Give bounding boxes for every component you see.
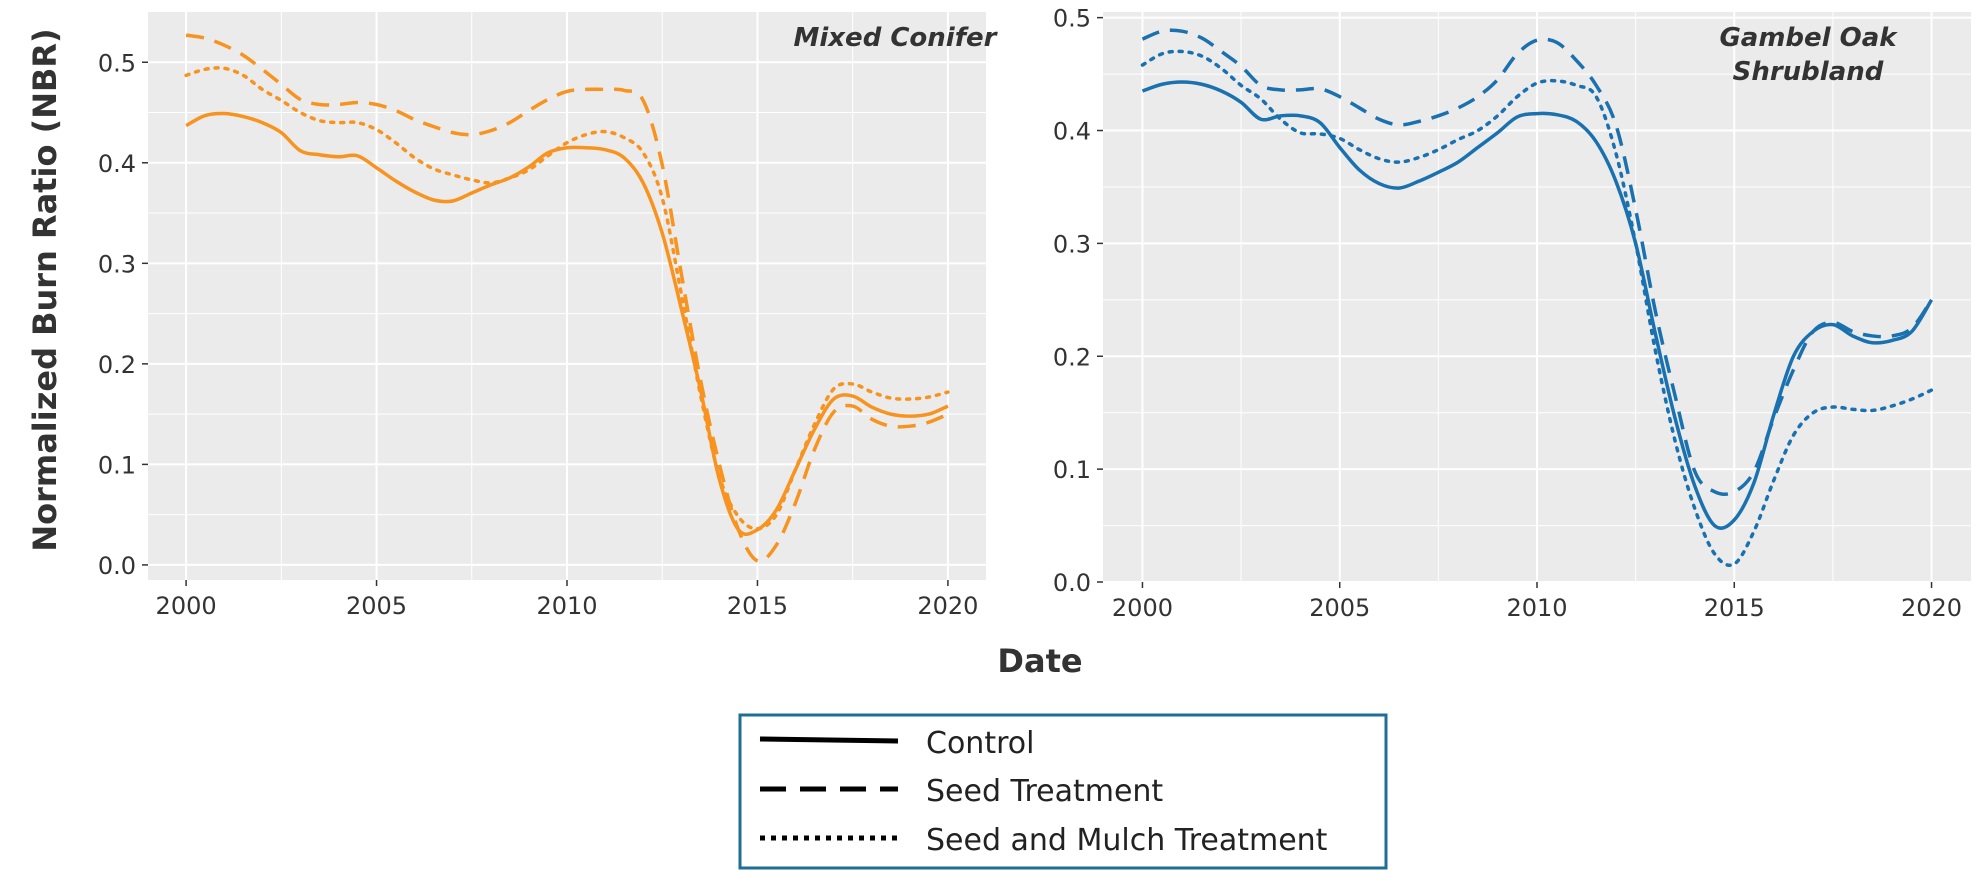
y-tick-label: 0.0 [1053, 569, 1091, 597]
panel-title: Mixed Conifer [794, 23, 999, 53]
x-tick-label: 2000 [156, 592, 217, 620]
y-tick-label: 0.3 [98, 250, 136, 278]
x-tick-label: 2020 [917, 592, 978, 620]
series-line-seed-and-mulch-treatment [1140, 49, 1934, 567]
y-tick-label: 0.5 [98, 49, 136, 77]
y-tick-label: 0.2 [98, 351, 136, 379]
y-tick-label: 0.0 [98, 552, 136, 580]
panel-mixed-conifer: 2000 2005 2010 2015 2020 0.0 0.1 0.2 0.3 0.4 0.5 Mi… [98, 12, 999, 620]
x-tick-label: 2015 [1704, 594, 1765, 622]
y-tick-label: 0.2 [1053, 343, 1091, 371]
y-axis-title: Normalized Burn Ratio (NBR) [26, 28, 64, 551]
panel-gambel-oak-shrubland: 2000 2005 2010 2015 2020 0.0 0.1 0.2 0.3 0.4 0.5 Ga… [1053, 5, 1971, 622]
y-tick-label: 0.1 [98, 451, 136, 479]
series-line-control [185, 111, 949, 537]
panel-title-line: Mixed Conifer [794, 23, 999, 53]
y-tick-label: 0.4 [1053, 118, 1091, 146]
x-tick-label: 2010 [536, 592, 597, 620]
series-line-seed-treatment [1141, 28, 1934, 496]
x-axis-title: Date [997, 642, 1082, 680]
panel-title: Gambel Oak Shrubland [1719, 23, 1898, 87]
legend: Control Seed Treatment Seed and Mulch Tr… [738, 713, 1388, 870]
y-tick-label: 0.4 [98, 150, 136, 178]
legend-label-seed-treatment: Seed Treatment [926, 774, 1163, 809]
x-tick-label: 2000 [1112, 594, 1173, 622]
y-tick-label: 0.3 [1053, 230, 1091, 258]
legend-label-seed-and-mulch-treatment: Seed and Mulch Treatment [926, 823, 1328, 858]
panel-title-line: Gambel Oak [1719, 23, 1898, 53]
legend-label-control: Control [926, 726, 1034, 761]
y-tick-label: 0.1 [1053, 456, 1091, 484]
legend-line-control [759, 736, 899, 744]
x-tick-label: 2005 [1309, 594, 1370, 622]
y-tick-label: 0.5 [1053, 5, 1091, 33]
x-tick-label: 2015 [727, 592, 788, 620]
x-tick-label: 2020 [1901, 594, 1962, 622]
series-line-seed-treatment [185, 33, 949, 564]
panel-title-line: Shrubland [1733, 57, 1884, 87]
x-tick-label: 2010 [1506, 594, 1567, 622]
x-tick-label: 2005 [346, 592, 407, 620]
series-line-seed-and-mulch-treatment [184, 66, 950, 531]
